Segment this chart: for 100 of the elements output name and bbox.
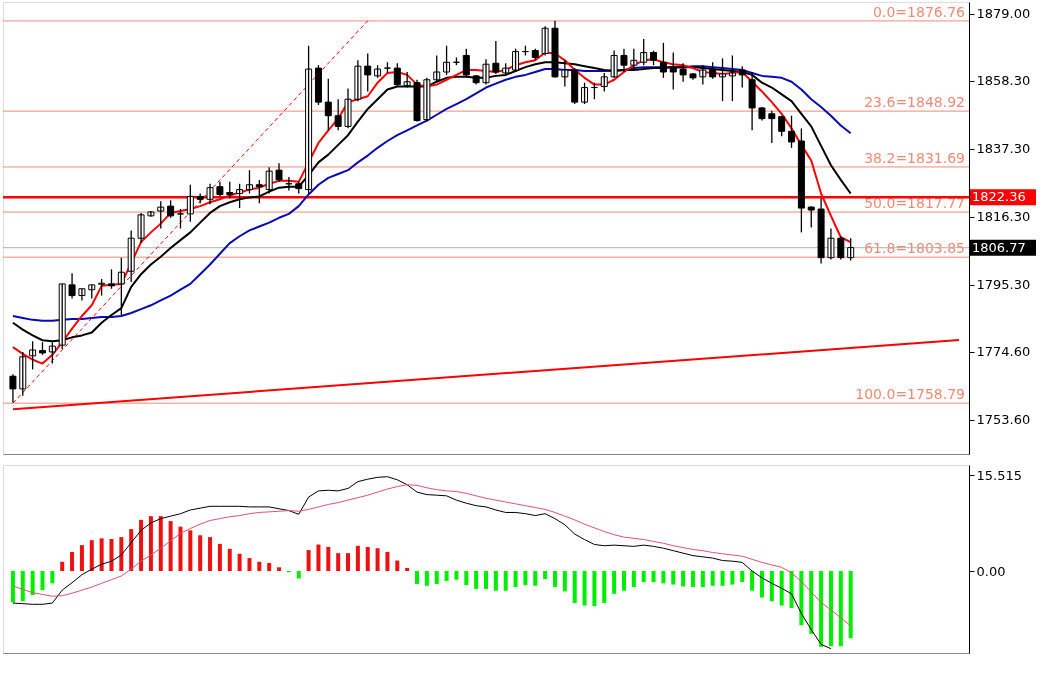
bar (10, 571, 15, 603)
candlestick (364, 52, 372, 93)
bar (227, 548, 232, 572)
bar (769, 571, 774, 602)
bar (710, 571, 715, 586)
bar (651, 571, 656, 583)
bar (365, 546, 370, 572)
bar (730, 571, 735, 585)
ref-line-label: 100.0=1758.79 (855, 386, 965, 403)
bar (690, 571, 695, 588)
candlestick (157, 200, 165, 230)
bar (296, 571, 301, 579)
ref-line-label: 0.0=1876.76 (873, 3, 966, 20)
bar (395, 560, 400, 572)
bar (700, 571, 705, 588)
ref-line-label: 1822.36 (972, 189, 1026, 205)
bar (493, 571, 498, 591)
candlestick (107, 268, 115, 290)
bar (336, 553, 341, 572)
bar (641, 571, 646, 583)
bar (621, 571, 626, 591)
y-tick-label: 1795.30 (976, 277, 1031, 293)
bar (217, 543, 222, 572)
candlestick (245, 169, 253, 195)
bar (40, 571, 45, 591)
bar (277, 567, 282, 572)
y-tick-label: 0.00 (976, 563, 1006, 579)
bar (592, 571, 597, 607)
bar (562, 571, 567, 592)
candlestick (689, 72, 697, 81)
candlestick (768, 110, 776, 144)
bar (503, 571, 508, 591)
bar (355, 545, 360, 572)
bar (838, 571, 843, 647)
bar (582, 571, 587, 606)
y-tick-label: 1774.60 (976, 344, 1031, 360)
bar (109, 538, 114, 572)
line-series (12, 484, 852, 627)
ref-line-label: 1806.77 (972, 239, 1026, 255)
bar (740, 571, 745, 583)
y-tick-label: 1837.30 (976, 141, 1031, 157)
bar (257, 561, 262, 572)
bar (60, 561, 65, 572)
ref-line-label: 50.0=1817.77 (864, 195, 965, 212)
bar (424, 571, 429, 586)
bar (375, 548, 380, 572)
y-tick-label: 1858.30 (976, 73, 1031, 89)
bar (464, 571, 469, 586)
bar (129, 529, 134, 572)
bar (208, 537, 213, 572)
bar (454, 571, 459, 580)
bar (306, 550, 311, 572)
bar (513, 571, 518, 588)
bar (198, 535, 203, 572)
bar (247, 558, 252, 572)
bar (168, 521, 173, 572)
bar (444, 571, 449, 581)
bar (178, 526, 183, 572)
bar (326, 546, 331, 572)
ref-line-label: 23.6=1848.92 (864, 94, 965, 111)
bar (89, 540, 94, 572)
bar (750, 571, 755, 591)
bar (50, 571, 55, 584)
candlestick (255, 179, 263, 204)
candlestick (78, 288, 86, 302)
bar (237, 553, 242, 572)
bar (415, 571, 420, 584)
bar (405, 567, 410, 572)
y-tick-label: 1753.60 (976, 412, 1031, 428)
bar (484, 571, 488, 589)
ref-line-label: 61.8=1803.85 (864, 240, 965, 257)
bar (316, 544, 321, 572)
bar (543, 571, 548, 580)
bar (671, 571, 676, 585)
ref-line-label: 38.2=1831.69 (864, 149, 965, 166)
bar (139, 519, 144, 572)
candlestick (147, 210, 155, 218)
bar (681, 571, 686, 587)
bar (819, 571, 824, 647)
y-tick-label: 1816.30 (976, 209, 1031, 225)
bar (70, 551, 75, 572)
bar (779, 571, 784, 606)
bar (385, 551, 390, 572)
bar (99, 538, 104, 572)
bar (434, 571, 439, 584)
bar (848, 571, 853, 639)
bar (30, 571, 35, 596)
bar (602, 571, 607, 604)
bar (79, 545, 84, 572)
bar (523, 571, 528, 586)
bar (661, 571, 666, 584)
bar (20, 571, 25, 602)
bar (533, 571, 538, 586)
bar (612, 571, 617, 594)
candlestick (807, 205, 815, 229)
y-tick-label: 15.515 (976, 467, 1022, 483)
bar (158, 516, 163, 572)
bar (809, 571, 814, 634)
bar (267, 563, 272, 572)
bar (552, 571, 557, 588)
